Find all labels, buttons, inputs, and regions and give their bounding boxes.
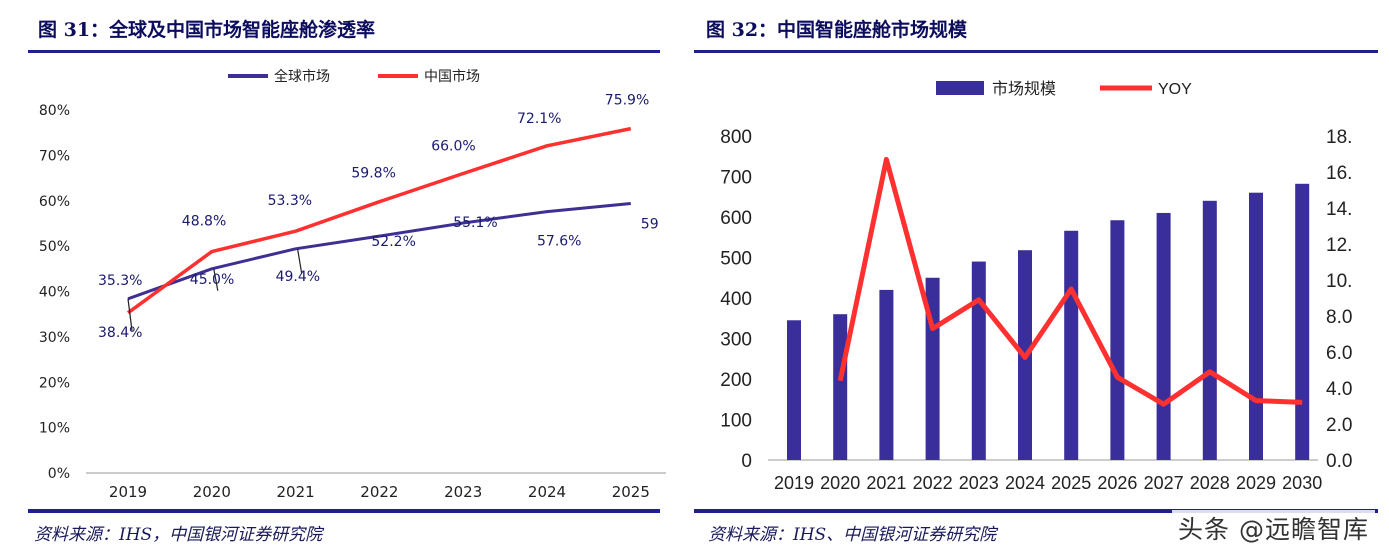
right-figure-title: 图 32：中国智能座舱市场规模 <box>706 19 968 41</box>
y-left-tick-label: 600 <box>720 208 752 229</box>
label-leader-line <box>213 268 219 291</box>
market-size-bar <box>833 314 848 460</box>
market-size-bar <box>1110 220 1125 460</box>
y-left-tick-label: 800 <box>720 127 752 148</box>
y-right-tick-label: 0.0 <box>1326 451 1352 472</box>
y-tick-label: 10% <box>39 421 70 437</box>
market-size-bar <box>971 261 986 460</box>
x-tick-label: 2027 <box>1144 473 1184 493</box>
x-tick-label: 2021 <box>866 473 906 493</box>
y-tick-label: 40% <box>39 285 70 301</box>
x-tick-label: 2019 <box>109 483 147 501</box>
legend-label: 全球市场 <box>274 68 330 85</box>
market-size-bar <box>1064 230 1079 460</box>
china-data-label: 59.8% <box>351 166 395 182</box>
china-data-label: 35.3% <box>98 273 142 289</box>
global-market-line <box>127 202 631 301</box>
y-left-tick-label: 200 <box>720 370 752 391</box>
y-right-tick-label: 4.0 <box>1326 379 1352 400</box>
y-right-tick-label: 18. <box>1326 127 1352 148</box>
y-right-tick-label: 2.0 <box>1326 415 1352 436</box>
y-right-tick-label: 6.0 <box>1326 343 1352 364</box>
market-size-bar <box>1202 200 1217 461</box>
global-data-label: 55.1% <box>453 215 497 231</box>
x-tick-label: 2021 <box>277 483 315 501</box>
label-leader-line <box>127 298 133 331</box>
left-source-note: 资料来源：IHS，中国银河证券研究院 <box>34 525 323 545</box>
x-tick-label: 2025 <box>612 483 650 501</box>
right-figure-panel: 图 32：中国智能座舱市场规模 0 100 200 300 400 500 600 700 80… <box>690 0 1389 559</box>
y-right-tick-label: 16. <box>1326 163 1352 184</box>
y-tick-label: 60% <box>39 194 70 210</box>
market-size-bar <box>879 289 894 460</box>
y-left-tick-label: 400 <box>720 289 752 310</box>
right-source-note: 资料来源：IHS、中国银河证券研究院 <box>708 525 997 545</box>
global-data-label: 49.4% <box>276 269 320 285</box>
market-size-bar <box>1249 192 1263 460</box>
left-figure-panel: 图 31：全球及中国市场智能座舱渗透率 0% 10% 20% 30% 40% 50% 60%… <box>0 0 670 559</box>
y-right-tick-label: 14. <box>1326 199 1352 220</box>
global-data-label: 52.2% <box>371 234 415 250</box>
x-tick-label: 2022 <box>913 473 953 493</box>
x-tick-label: 2019 <box>774 473 814 493</box>
x-tick-label: 2020 <box>820 473 860 493</box>
x-tick-label: 2029 <box>1236 473 1276 493</box>
x-tick-label: 2024 <box>528 483 566 501</box>
left-figure-title: 图 31：全球及中国市场智能座舱渗透率 <box>38 19 376 41</box>
watermark: 头条 @远瞻智库 <box>1172 510 1375 550</box>
left-bottom-rule <box>28 509 660 513</box>
legend-label: 中国市场 <box>424 68 480 85</box>
global-data-label: 59 <box>641 216 659 232</box>
legend-swatch <box>936 81 984 95</box>
y-right-tick-label: 8.0 <box>1326 307 1352 328</box>
y-tick-label: 0% <box>48 466 70 482</box>
china-data-label: 48.8% <box>182 214 226 230</box>
x-tick-label: 2026 <box>1097 473 1137 493</box>
y-tick-label: 80% <box>39 103 70 119</box>
legend-label: YOY <box>1158 81 1192 98</box>
x-tick-label: 2028 <box>1190 473 1230 493</box>
china-market-line <box>126 126 632 315</box>
right-title-rule <box>694 50 1378 53</box>
china-data-label: 75.9% <box>605 93 649 109</box>
y-left-tick-label: 0 <box>741 451 752 472</box>
china-data-label: 72.1% <box>517 111 561 127</box>
x-tick-label: 2020 <box>193 483 231 501</box>
market-size-bar <box>1156 212 1171 460</box>
left-title-rule <box>28 50 660 53</box>
x-tick-label: 2030 <box>1282 473 1322 493</box>
penetration-line-chart: 0% 10% 20% 30% 40% 50% 60% 70% 80% 2019 2020 2021 20… <box>39 68 666 501</box>
x-tick-label: 2023 <box>444 483 482 501</box>
china-data-label: 53.3% <box>268 193 312 209</box>
y-left-tick-label: 500 <box>720 249 752 270</box>
y-tick-label: 20% <box>39 375 70 391</box>
x-tick-label: 2025 <box>1051 473 1091 493</box>
x-tick-label: 2024 <box>1005 473 1045 493</box>
y-tick-label: 70% <box>39 148 70 164</box>
global-data-label: 57.6% <box>537 234 581 250</box>
x-tick-label: 2023 <box>959 473 999 493</box>
x-tick-label: 2022 <box>360 483 398 501</box>
china-data-label: 66.0% <box>431 139 475 155</box>
y-left-tick-label: 300 <box>720 330 752 351</box>
global-data-label: 45.0% <box>190 272 234 288</box>
market-size-bar <box>1295 183 1310 461</box>
y-tick-label: 30% <box>39 330 70 346</box>
yoy-line <box>837 156 1303 407</box>
right-bottom-rule <box>694 509 1378 513</box>
legend-label: 市场规模 <box>992 80 1056 98</box>
y-tick-label: 50% <box>39 239 70 255</box>
y-right-tick-label: 10. <box>1326 271 1352 292</box>
market-size-bar <box>787 320 801 460</box>
global-data-label: 38.4% <box>98 325 142 341</box>
y-right-tick-label: 12. <box>1326 235 1352 256</box>
label-leader-line <box>297 248 303 273</box>
market-size-combo-chart: 0 100 200 300 400 500 600 700 800 0.0 2.0 4.0 6.0 8.0… <box>720 80 1352 493</box>
y-left-tick-label: 100 <box>720 411 752 432</box>
y-left-tick-label: 700 <box>720 168 752 189</box>
